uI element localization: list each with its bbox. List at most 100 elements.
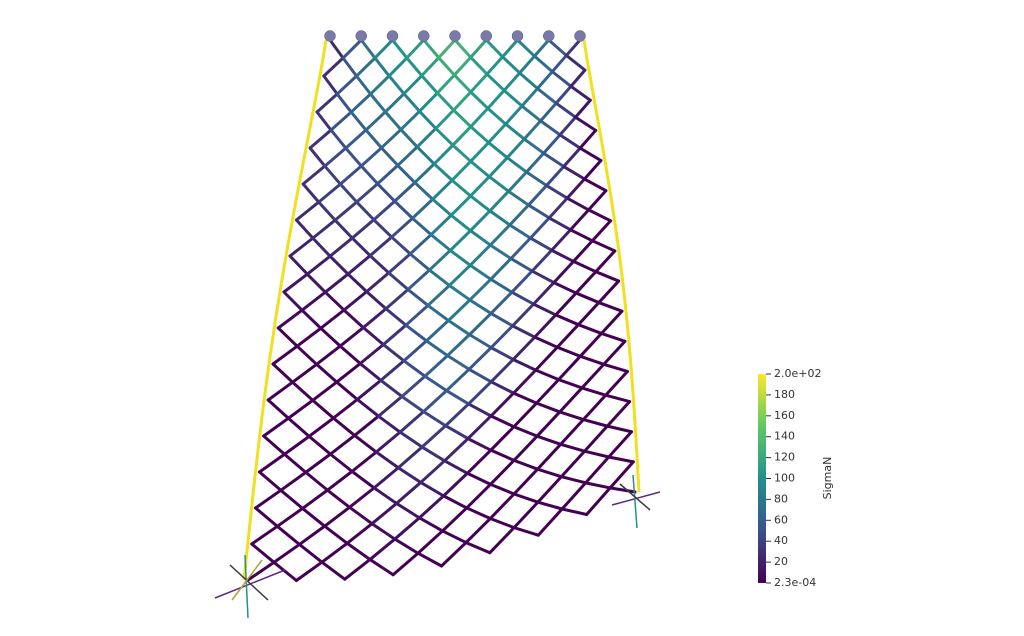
mesh-edge xyxy=(368,235,394,258)
tick-label: 180 xyxy=(774,388,795,401)
mesh-edge xyxy=(429,213,453,237)
mesh-edge xyxy=(445,333,472,358)
mesh-edge xyxy=(444,424,470,441)
mesh-edge xyxy=(307,434,332,456)
mesh-edge xyxy=(383,110,403,132)
mesh-edge xyxy=(376,182,397,203)
mesh-edge xyxy=(344,128,368,150)
mesh-edge xyxy=(542,151,566,169)
mesh-edge xyxy=(406,288,430,307)
mesh-edge xyxy=(348,486,376,509)
mesh-edge xyxy=(516,38,536,58)
mesh-edge xyxy=(317,182,342,204)
mesh-edge xyxy=(512,500,540,530)
mesh-edge xyxy=(528,216,551,240)
mesh-edge xyxy=(354,56,377,78)
mesh-edge xyxy=(444,402,471,428)
mesh-edge xyxy=(558,115,578,137)
mesh-edge xyxy=(286,416,311,438)
mesh-edge xyxy=(445,367,471,393)
mesh-edge xyxy=(464,517,492,545)
mesh-edge xyxy=(509,236,532,261)
mesh-edge xyxy=(350,236,372,258)
mesh-edge xyxy=(325,488,352,509)
mesh-edge xyxy=(602,362,629,373)
mesh-edge xyxy=(484,38,505,59)
mesh-edge xyxy=(520,87,540,108)
mesh-edge xyxy=(400,374,427,398)
top-node xyxy=(511,30,524,42)
mesh-edge xyxy=(279,488,305,510)
mesh-edge xyxy=(393,537,420,555)
mesh-edge xyxy=(390,216,414,239)
mesh-edge xyxy=(569,84,592,102)
mesh-edge xyxy=(368,537,397,562)
mesh-edge xyxy=(559,442,587,453)
mesh-edge xyxy=(416,551,443,568)
mesh-edge xyxy=(387,252,412,275)
tick-label: 40 xyxy=(774,534,788,547)
mesh-edge xyxy=(569,228,594,243)
mesh-edge xyxy=(576,323,603,335)
mesh-edge xyxy=(341,56,358,78)
mesh-edge xyxy=(466,414,493,441)
mesh-edge xyxy=(569,68,587,88)
mesh-edge xyxy=(547,38,568,57)
mesh-edge xyxy=(415,145,436,166)
mesh-edge xyxy=(250,524,279,546)
mesh-edge xyxy=(489,482,516,496)
mesh-edge xyxy=(485,72,506,92)
mesh-edge xyxy=(534,368,561,382)
mesh-edge xyxy=(349,92,373,114)
mesh-edge xyxy=(420,424,448,449)
top-node xyxy=(418,30,430,42)
mesh-edge xyxy=(355,182,380,204)
mesh-edge xyxy=(275,524,301,546)
mesh-edge xyxy=(342,290,369,312)
mesh-edge xyxy=(574,98,592,119)
mesh-edge xyxy=(404,303,430,327)
mesh-edge xyxy=(545,165,566,188)
net-mesh xyxy=(242,30,641,582)
mesh-edge xyxy=(396,163,417,185)
mesh-edge xyxy=(590,219,613,243)
mesh-edge xyxy=(398,410,426,434)
mesh-edge xyxy=(468,243,492,267)
top-node xyxy=(355,30,367,42)
mesh-edge xyxy=(373,38,394,60)
mesh-edge xyxy=(365,290,388,311)
mesh-edge xyxy=(370,522,397,541)
mesh-edge xyxy=(282,452,308,474)
mesh-edge xyxy=(489,277,514,294)
top-node xyxy=(574,30,586,42)
mesh-edge xyxy=(505,137,526,160)
mesh-edge xyxy=(350,469,376,490)
mesh-edge xyxy=(272,542,301,564)
mesh-edge xyxy=(361,326,385,347)
mesh-edge xyxy=(584,455,611,485)
mesh-edge xyxy=(393,199,414,220)
mesh-edge xyxy=(404,323,428,343)
mesh-edge xyxy=(487,156,509,179)
mesh-edge xyxy=(469,106,490,129)
mesh-edge xyxy=(276,326,299,348)
mesh-edge xyxy=(372,486,399,505)
mesh-edge xyxy=(359,38,377,60)
mesh-edge xyxy=(565,196,591,212)
mesh-edge xyxy=(468,277,493,302)
mesh-edge xyxy=(434,108,456,130)
mesh-edge xyxy=(534,401,562,414)
mesh-edge xyxy=(510,290,536,306)
mesh-edge xyxy=(512,425,539,438)
mesh-edge xyxy=(393,181,417,203)
mesh-edge xyxy=(301,164,327,186)
mesh-edge xyxy=(469,38,488,59)
mesh-edge xyxy=(354,74,373,96)
mesh-edge xyxy=(443,459,469,475)
mesh-edge xyxy=(448,229,472,252)
mesh-edge xyxy=(358,343,385,366)
mesh-edge xyxy=(422,38,441,60)
mesh-edge xyxy=(468,209,492,233)
mesh-edge xyxy=(511,324,537,339)
mesh-edge xyxy=(418,109,438,130)
